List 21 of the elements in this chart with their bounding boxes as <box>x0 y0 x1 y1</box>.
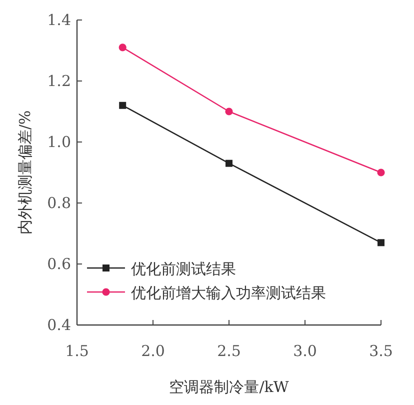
point <box>378 239 384 246</box>
point <box>118 44 126 52</box>
legend-label: 优化前增大输入功率测试结果 <box>131 284 326 302</box>
y-tick-label: 1.2 <box>47 72 71 90</box>
point <box>226 160 232 167</box>
point <box>377 168 385 176</box>
x-tick-label: 3.5 <box>369 342 393 360</box>
x-tick-label: 2.5 <box>217 342 241 360</box>
x-tick-label: 2.0 <box>141 342 165 360</box>
y-axis-title: 内外机测量偏差/% <box>16 110 34 235</box>
y-tick-label: 0.6 <box>47 255 71 273</box>
legend-label: 优化前测试结果 <box>131 260 236 278</box>
y-tick-label: 0.8 <box>47 194 71 212</box>
point <box>119 102 126 109</box>
point <box>225 108 233 116</box>
x-tick-label: 3.0 <box>293 342 317 360</box>
x-axis-title: 空调器制冷量/kW <box>169 378 290 396</box>
x-tick-label: 1.5 <box>65 342 89 360</box>
y-tick-label: 1.0 <box>47 133 71 151</box>
y-tick-label: 1.4 <box>47 11 71 29</box>
y-tick-label: 0.4 <box>47 316 71 334</box>
